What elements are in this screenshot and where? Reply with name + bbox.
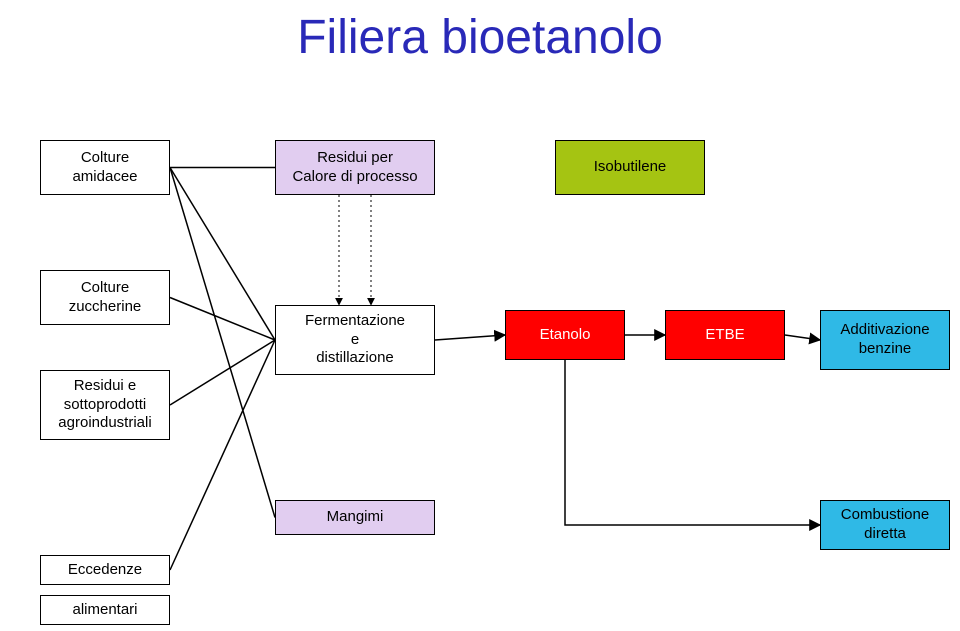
node-residui_calore: Residui per Calore di processo [275, 140, 435, 195]
node-colture_amidacee: Colture amidacee [40, 140, 170, 195]
node-isobutilene: Isobutilene [555, 140, 705, 195]
node-fermentazione: Fermentazione e distillazione [275, 305, 435, 375]
page-title: Filiera bioetanolo [0, 10, 960, 65]
edge-colture_zuccherine-fermentazione [170, 298, 275, 341]
node-alimentari: alimentari [40, 595, 170, 625]
node-etbe: ETBE [665, 310, 785, 360]
node-mangimi: Mangimi [275, 500, 435, 535]
node-residui_sotto: Residui e sottoprodotti agroindustriali [40, 370, 170, 440]
node-combustione: Combustione diretta [820, 500, 950, 550]
edge-eccedenze-fermentazione [170, 340, 275, 570]
edge-etbe-additivazione [785, 335, 820, 340]
node-additivazione: Additivazione benzine [820, 310, 950, 370]
edge-colture_amidacee-mangimi [170, 168, 275, 518]
node-colture_zuccherine: Colture zuccherine [40, 270, 170, 325]
edge-residui_sotto-fermentazione [170, 340, 275, 405]
edge-etanolo-combustione [565, 360, 820, 525]
node-etanolo: Etanolo [505, 310, 625, 360]
node-eccedenze: Eccedenze [40, 555, 170, 585]
edge-colture_amidacee-fermentazione [170, 168, 275, 341]
edge-fermentazione-etanolo [435, 335, 505, 340]
